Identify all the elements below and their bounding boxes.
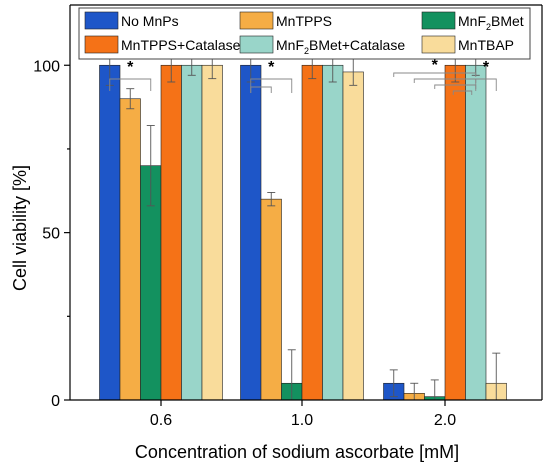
significance-star: *: [268, 59, 275, 76]
x-tick-label: 1.0: [291, 412, 313, 429]
legend-swatch: [239, 11, 274, 30]
bars-layer: [99, 64, 507, 401]
bar: [119, 98, 141, 401]
significance-star: *: [127, 59, 134, 76]
significance-bracket: [109, 78, 152, 91]
bar: [160, 64, 182, 401]
legend-swatch: [84, 11, 119, 30]
significance-bracket: [452, 90, 473, 95]
legend-label: MnTPPS+Catalase: [121, 37, 241, 53]
legend-swatch: [84, 35, 119, 54]
axes-layer: 0 50 100 0.6 1.0 2.0: [33, 4, 543, 429]
bar: [342, 71, 364, 401]
legend: No MnPs MnTPPS MnF2BMet MnTPPS+Catalase MnF2…: [78, 7, 531, 60]
bar: [99, 64, 121, 401]
significance-bracket: [475, 78, 497, 91]
legend-label: MnF2BMet+Catalase: [276, 37, 405, 56]
bar: [260, 198, 282, 401]
legend-swatch: [421, 11, 456, 30]
bar: [322, 64, 344, 401]
significance-star: *: [483, 59, 490, 76]
bar: [240, 64, 262, 401]
y-tick-label: 0: [51, 393, 60, 410]
significance-star: *: [432, 57, 439, 74]
y-axis-title: Cell viability [%]: [10, 165, 30, 291]
significance-layer: * * * *: [109, 57, 497, 95]
bar: [301, 64, 323, 401]
x-tick-label: 2.0: [434, 412, 456, 429]
x-tick-label: 0.6: [150, 412, 172, 429]
legend-swatch: [421, 35, 456, 54]
legend-label: MnTPPS: [276, 13, 332, 29]
y-tick-label: 50: [42, 226, 60, 243]
significance-bracket: [250, 78, 293, 93]
bar: [444, 64, 466, 401]
y-tick-label: 100: [33, 58, 60, 75]
bar: [465, 64, 487, 401]
significance-bracket: [393, 72, 477, 77]
legend-label: MnTBAP: [458, 37, 514, 53]
x-axis-title: Concentration of sodium ascorbate [mM]: [135, 442, 459, 462]
bar: [181, 64, 203, 401]
legend-label: No MnPs: [121, 13, 179, 29]
bar: [201, 64, 223, 401]
legend-label: MnF2BMet: [458, 13, 524, 32]
legend-swatch: [239, 35, 274, 54]
